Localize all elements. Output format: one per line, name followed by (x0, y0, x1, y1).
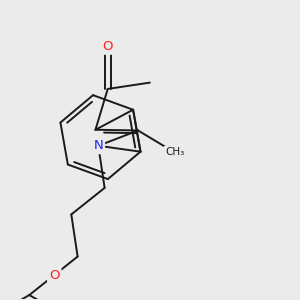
Text: CH₃: CH₃ (165, 147, 184, 158)
Text: N: N (93, 139, 103, 152)
Text: O: O (103, 40, 113, 53)
Text: O: O (49, 268, 59, 282)
